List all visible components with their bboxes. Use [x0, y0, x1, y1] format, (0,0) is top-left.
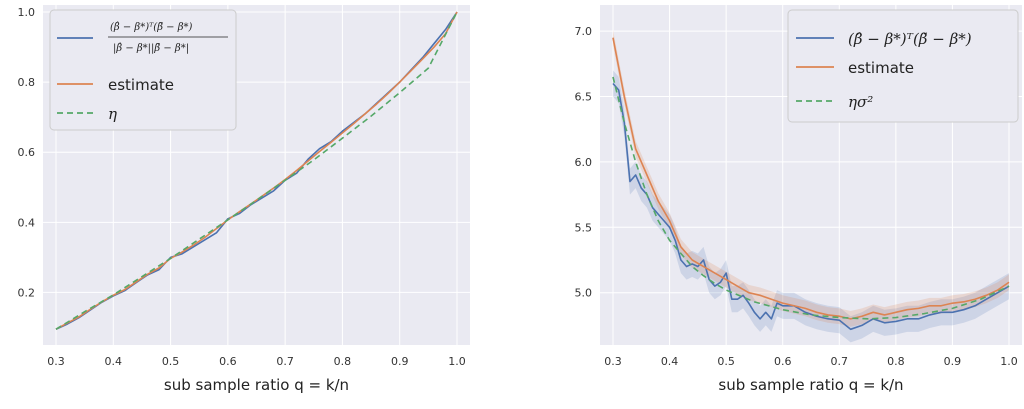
x-tick-label: 0.8 [887, 355, 905, 368]
y-tick-label: 0.4 [18, 216, 36, 229]
x-tick-label: 0.9 [944, 355, 962, 368]
y-tick-label: 0.6 [18, 146, 36, 159]
x-axis-label: sub sample ratio q = k/n [164, 376, 349, 394]
x-tick-label: 1.0 [448, 355, 466, 368]
chart-panel-1: 0.3 0.4 0.5 0.6 0.7 0.8 0.9 1.0 0.2 0.4 0.6 0.8 1.0 s… [18, 5, 470, 394]
legend-label-cosine-numerator: (β̂ − β*)ᵀ(β̃ − β*) [110, 22, 193, 33]
legend-label-eta-sigma: ησ² [848, 93, 873, 111]
chart-panel-2: 0.3 0.4 0.5 0.6 0.7 0.8 0.9 1.0 5.0 5.5 6.0 6.5 7.0 s… [575, 5, 1022, 394]
legend-label-inner: (β̂ − β*)ᵀ(β̃ − β*) [848, 30, 972, 48]
y-tick-label: 6.0 [575, 156, 593, 169]
x-tick-label: 0.3 [604, 355, 622, 368]
series-band-inner [613, 70, 1009, 343]
x-tick-label: 0.6 [219, 355, 237, 368]
legend-label-cosine-denominator: |β̂ − β*||β̃ − β*| [113, 43, 189, 54]
x-tick-label: 0.3 [47, 355, 65, 368]
series-line-2 [612, 37, 1010, 320]
legend-box [49, 9, 237, 131]
series-line-3 [612, 76, 1010, 320]
y-tick-label: 5.5 [575, 221, 593, 234]
x-tick-label: 1.0 [1000, 355, 1018, 368]
legend-box [787, 9, 1019, 123]
series-line-1 [612, 82, 1010, 331]
y-tick-label: 0.8 [18, 76, 36, 89]
series-line-2 [55, 11, 458, 330]
x-tick-label: 0.4 [661, 355, 679, 368]
series-line-3 [55, 11, 458, 330]
legend: (β̂ − β*)ᵀ(β̃ − β*) estimate ησ² [787, 9, 1019, 123]
y-tick-label: 0.2 [18, 286, 36, 299]
x-tick-label: 0.6 [774, 355, 792, 368]
x-tick-label: 0.5 [162, 355, 180, 368]
x-axis-label: sub sample ratio q = k/n [718, 376, 903, 394]
series-band-estimate [613, 29, 1009, 327]
x-tick-label: 0.4 [105, 355, 123, 368]
legend-label-eta: η [108, 105, 117, 123]
y-tick-label: 1.0 [18, 6, 36, 19]
y-tick-label: 7.0 [575, 25, 593, 38]
x-tick-label: 0.7 [831, 355, 849, 368]
y-tick-label: 5.0 [575, 287, 593, 300]
legend-label-estimate: estimate [848, 59, 914, 77]
x-tick-label: 0.5 [717, 355, 735, 368]
legend-label-estimate: estimate [108, 76, 174, 94]
x-tick-label: 0.8 [334, 355, 352, 368]
y-tick-label: 6.5 [575, 91, 593, 104]
x-tick-label: 0.9 [391, 355, 409, 368]
x-tick-label: 0.7 [276, 355, 294, 368]
legend: (β̂ − β*)ᵀ(β̃ − β*) |β̂ − β*||β̃ − β*| est… [49, 9, 237, 131]
